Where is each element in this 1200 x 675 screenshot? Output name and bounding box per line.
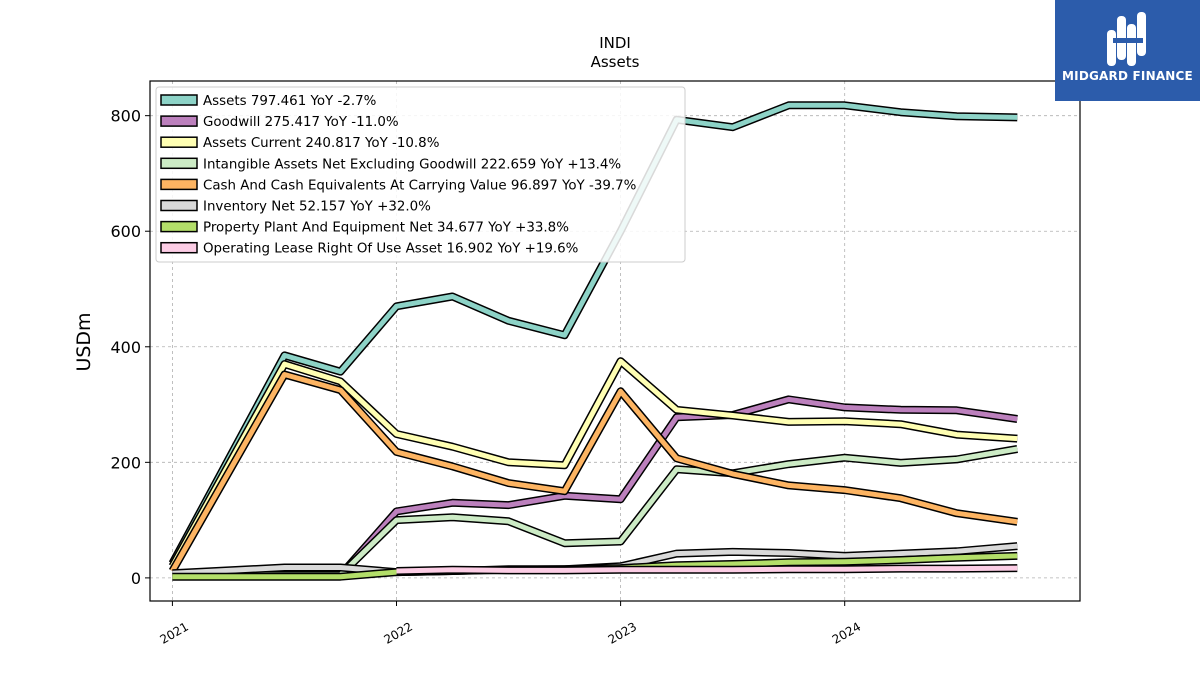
legend-swatch xyxy=(160,178,198,191)
y-axis-label: USDm xyxy=(73,312,95,371)
legend-label: Operating Lease Right Of Use Asset 16.90… xyxy=(203,242,578,257)
series-lines xyxy=(168,101,1018,581)
x-tick-label: 2024 xyxy=(830,619,863,646)
chart-subtitle: Assets xyxy=(591,53,640,71)
legend-label: Inventory Net 52.157 YoY +32.0% xyxy=(203,200,431,215)
x-tick-label: 2021 xyxy=(157,619,190,646)
chart-title: INDI xyxy=(599,34,631,52)
legend-label: Assets Current 240.817 YoY -10.8% xyxy=(203,136,439,151)
series-5 xyxy=(168,370,1018,573)
series-line xyxy=(170,358,1018,568)
x-tick-label: 2022 xyxy=(382,619,415,646)
legend-swatch xyxy=(160,241,198,254)
legend-swatch xyxy=(160,157,198,170)
brand-logo-text: MIDGARD FINANCE xyxy=(1062,69,1193,83)
brand-mark-icon xyxy=(1107,12,1146,66)
y-tick-label: 200 xyxy=(110,453,141,472)
legend-swatch xyxy=(160,115,198,127)
plot-frame xyxy=(149,80,1081,602)
y-tick-label: 400 xyxy=(110,338,141,357)
legend-swatch xyxy=(160,136,198,148)
y-tick-label: 0 xyxy=(131,569,141,588)
legend: Assets 797.461 YoY -2.7% Goodwill 275.417… xyxy=(155,86,686,263)
legend-swatch xyxy=(160,199,198,212)
legend-frame xyxy=(155,86,686,263)
legend-swatch xyxy=(160,94,198,106)
x-tick-label: 2023 xyxy=(606,619,639,646)
brand-logo: MIDGARD FINANCE xyxy=(1055,0,1200,101)
series-8 xyxy=(396,564,1018,575)
legend-label: Goodwill 275.417 YoY -11.0% xyxy=(203,115,399,130)
legend-label: Cash And Cash Equivalents At Carrying Va… xyxy=(203,178,636,193)
series-4 xyxy=(172,445,1018,579)
legend-label: Intangible Assets Net Excluding Goodwill… xyxy=(203,157,621,172)
y-tick-label: 800 xyxy=(110,107,141,126)
legend-label: Property Plant And Equipment Net 34.677 … xyxy=(203,221,569,236)
y-tick-label: 600 xyxy=(110,222,141,241)
series-line xyxy=(170,372,1018,573)
series-line xyxy=(172,446,1018,578)
series-line xyxy=(396,565,1018,574)
legend-swatch xyxy=(160,220,198,233)
legend-label: Assets 797.461 YoY -2.7% xyxy=(203,94,376,109)
series-3 xyxy=(168,357,1018,569)
